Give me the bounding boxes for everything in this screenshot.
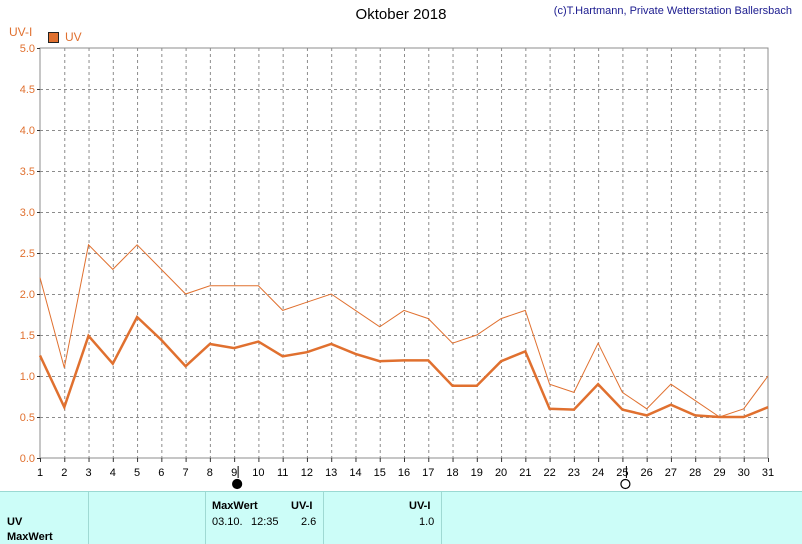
x-tick-label: 5 — [134, 467, 140, 479]
x-tick-label: 2 — [61, 467, 67, 479]
x-tick-label: 30 — [738, 467, 750, 479]
moon-phase-markers — [232, 466, 631, 490]
x-tick-label: 19 — [471, 467, 483, 479]
chart-title: Oktober 2018 — [355, 6, 447, 23]
uv-max-series-line — [39, 243, 769, 418]
x-tick-label: 22 — [543, 467, 555, 479]
x-tick-label: 15 — [374, 467, 386, 479]
y-tick-label: 2.5 — [20, 248, 35, 260]
x-tick-label: 11 — [277, 467, 288, 479]
summary-panel: MaxWert UV-I UV-I UV 03.10. 12:35 2.6 1.… — [0, 491, 802, 544]
x-tick-label: 8 — [207, 467, 213, 479]
x-tick-label: 16 — [398, 467, 410, 479]
y-tick-label: 2.0 — [20, 289, 35, 301]
legend-swatch-icon — [48, 31, 59, 43]
full-moon-icon — [620, 478, 631, 490]
x-tick-label: 12 — [301, 467, 313, 479]
credit-text: (c)T.Hartmann, Private Wetterstation Bal… — [553, 5, 792, 17]
unit-header-2: UV-I — [409, 500, 431, 512]
y-tick-label: 4.5 — [20, 84, 35, 96]
x-tick-label: 20 — [495, 467, 507, 479]
row-label-uv: UV — [7, 516, 23, 528]
x-tick-label: 14 — [349, 467, 361, 479]
x-tick-label: 1 — [37, 467, 43, 479]
y-axis-ticks: 0.0 0.5 1.0 1.5 2.0 2.5 3.0 3.5 4.0 4.5 5.0 — [20, 43, 40, 465]
x-tick-label: 9 — [231, 467, 237, 479]
x-tick-label: 3 — [85, 467, 91, 479]
max-value: 2.6 — [301, 516, 317, 528]
legend: UV — [48, 30, 82, 44]
x-tick-label: 23 — [568, 467, 580, 479]
avg-value: 1.0 — [419, 516, 435, 528]
legend-label: UV — [65, 30, 82, 44]
x-tick-label: 13 — [325, 467, 337, 479]
max-date: 03.10. — [212, 516, 243, 528]
max-header: MaxWert — [212, 500, 258, 512]
panel-divider — [205, 492, 206, 544]
x-tick-label: 10 — [252, 467, 264, 479]
y-tick-label: 1.5 — [20, 330, 35, 342]
x-axis-ticks: 1 2 3 4 5 6 7 8 9 10 11 12 13 14 15 16 17 18 19 20 21 22 23 24 2… — [37, 458, 774, 479]
max-time: 12:35 — [251, 516, 279, 528]
x-tick-label: 28 — [689, 467, 701, 479]
unit-header-1: UV-I — [291, 500, 313, 512]
panel-divider — [88, 492, 89, 544]
x-tick-label: 6 — [158, 467, 164, 479]
x-tick-label: 27 — [665, 467, 677, 479]
x-tick-label: 17 — [422, 467, 434, 479]
new-moon-icon — [232, 478, 243, 490]
y-tick-label: 5.0 — [20, 43, 35, 55]
x-tick-label: 7 — [183, 467, 189, 479]
chart-series — [38, 243, 769, 419]
uv-series-line — [38, 314, 769, 419]
chart-grid — [39, 47, 769, 459]
y-tick-label: 0.5 — [20, 412, 35, 424]
x-tick-label: 21 — [519, 467, 531, 479]
x-tick-label: 29 — [713, 467, 725, 479]
y-tick-label: 1.0 — [20, 371, 35, 383]
y-tick-label: 3.0 — [20, 207, 35, 219]
y-tick-label: 4.0 — [20, 125, 35, 137]
x-tick-label: 31 — [762, 467, 774, 479]
x-tick-label: 18 — [446, 467, 458, 479]
y-tick-label: 3.5 — [20, 166, 35, 178]
x-tick-label: 25 — [616, 467, 628, 479]
y-tick-label: 0.0 — [20, 453, 35, 465]
x-tick-label: 4 — [110, 467, 116, 479]
panel-divider — [323, 492, 324, 544]
row-label-maxwert: MaxWert — [7, 531, 53, 543]
x-tick-label: 26 — [641, 467, 653, 479]
x-tick-label: 24 — [592, 467, 604, 479]
panel-divider — [441, 492, 442, 544]
y-axis-unit: UV-I — [9, 25, 33, 39]
